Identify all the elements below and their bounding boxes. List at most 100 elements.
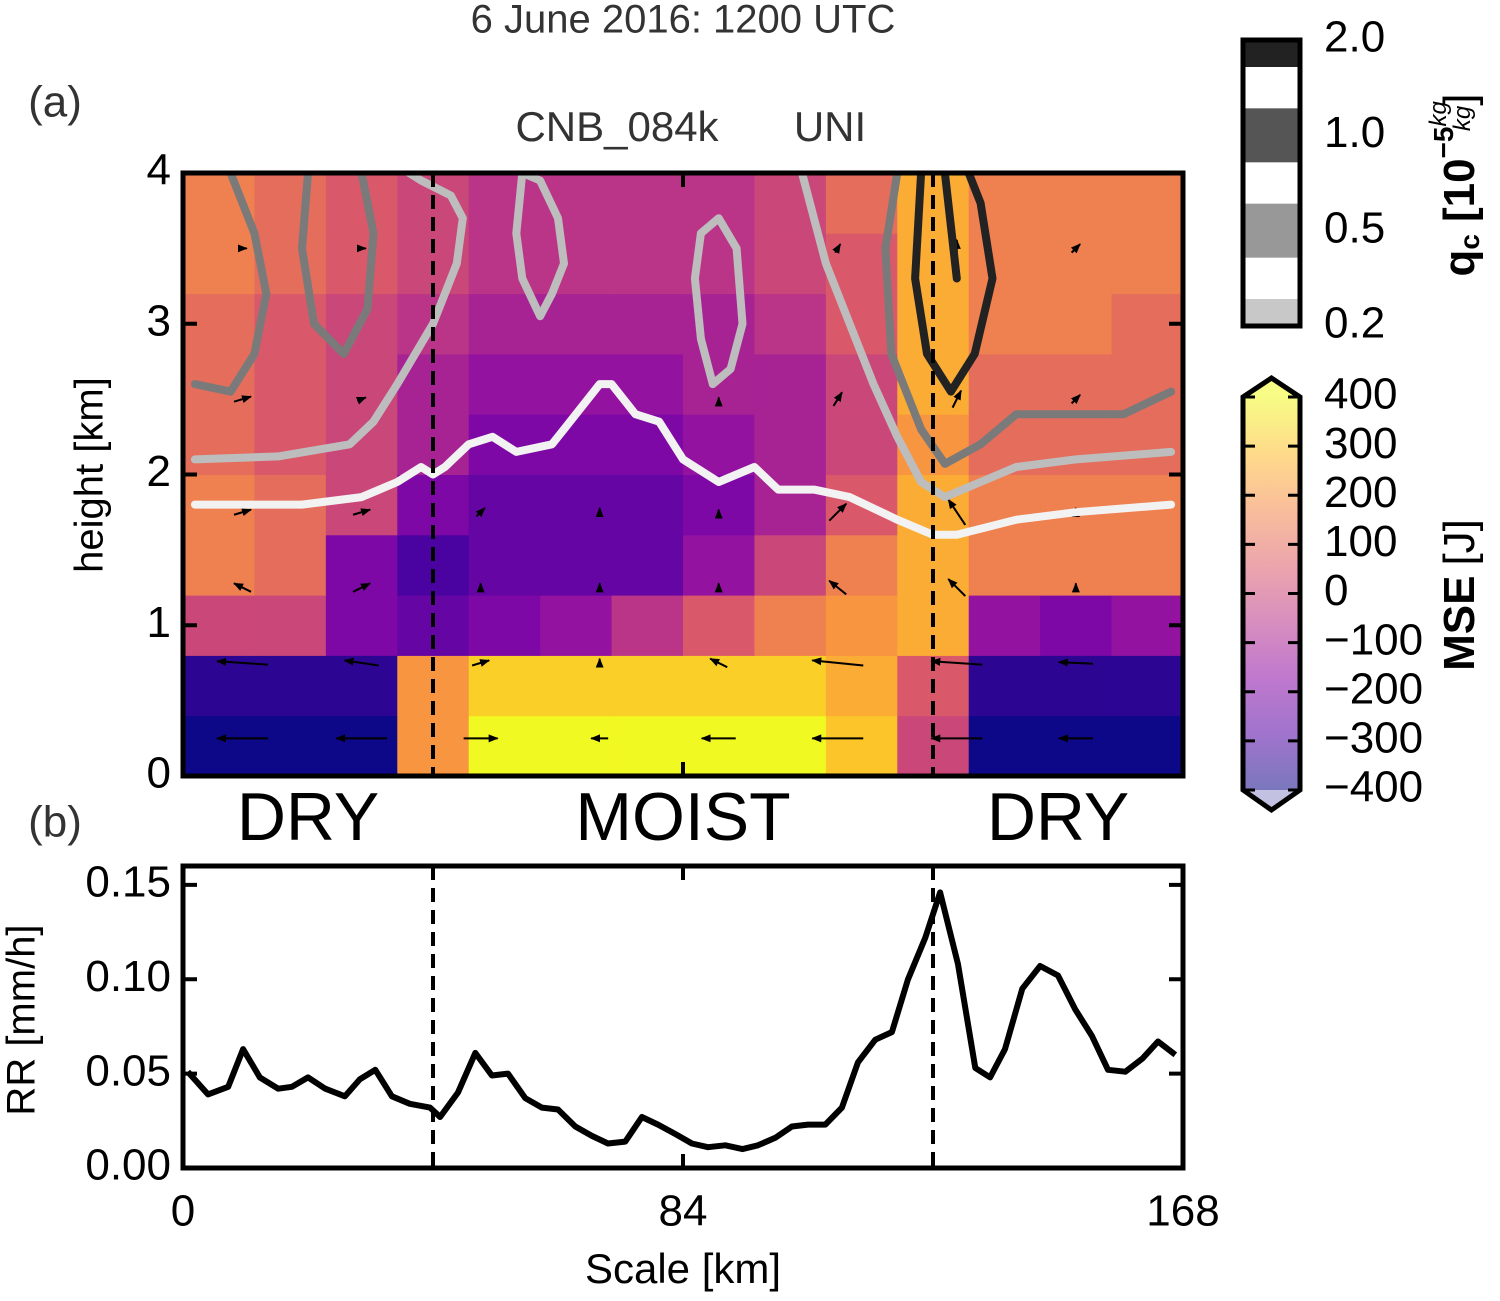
heatmap-cell (1040, 655, 1113, 717)
heatmap-cell (968, 595, 1041, 656)
wind-arrow (233, 395, 252, 403)
wind-arrow (709, 657, 728, 669)
heatmap-cell (683, 595, 755, 656)
heatmap-cell (754, 293, 827, 355)
label-part: kg (1449, 105, 1476, 131)
colorbar-tick-label: 0 (1324, 566, 1348, 615)
label-part: kg (1425, 100, 1452, 126)
heatmap-cell (183, 655, 255, 717)
data-line (185, 889, 1178, 1153)
colorbar-tick-label: 0.5 (1324, 203, 1385, 252)
heatmap-cell (183, 414, 255, 475)
panel-label: (b) (28, 798, 82, 847)
heatmap-cell (968, 715, 1041, 776)
heatmap-cell (1040, 474, 1113, 536)
heatmap-cell (254, 655, 327, 717)
wind-arrow (930, 657, 983, 666)
colorbar-extension (1243, 378, 1300, 397)
heatmap-cell (1111, 655, 1183, 717)
label-part: MSE (1435, 576, 1484, 671)
heatmap-cell (468, 293, 541, 355)
heatmap-cell (468, 655, 541, 717)
wind-arrow (475, 507, 486, 518)
colorbar-bg (1243, 40, 1300, 326)
colorbar-label: qc [10−5kgkg] (1425, 94, 1485, 277)
heatmap-cell (754, 715, 827, 776)
colorbar-band (1243, 299, 1300, 326)
heatmap-cell (183, 233, 255, 295)
label-part: ] (1435, 94, 1484, 106)
heatmap-cell (1111, 233, 1183, 295)
wind-arrow (828, 502, 847, 522)
heatmap-cell (183, 534, 255, 596)
colorbar-tick-label: 0.2 (1324, 299, 1385, 348)
wind-arrow (1057, 658, 1093, 667)
heatmap-cell (1040, 353, 1113, 415)
heatmap-cell (683, 715, 755, 776)
heatmap-cell (540, 595, 613, 656)
y-axis-label: RR [mm/h] (0, 924, 44, 1115)
x-tick-label: 168 (1146, 1187, 1219, 1236)
wind-arrow (352, 508, 372, 517)
heatmap-cell (325, 233, 398, 295)
x-tick-label: 0 (171, 1187, 195, 1236)
heatmap-cell (540, 534, 613, 596)
colorbar-label: MSE [J] (1435, 519, 1484, 671)
region-label: MOIST (575, 779, 790, 855)
colorbar-band (1243, 40, 1300, 67)
heatmap-cell (468, 715, 541, 776)
wind-arrow (1070, 243, 1081, 254)
heatmap-cell (611, 353, 684, 415)
panel-subtitle: UNI (794, 103, 866, 150)
wind-arrow (811, 657, 864, 667)
colorbar-tick-label: −100 (1324, 615, 1423, 664)
heatmap-cell (754, 474, 827, 536)
heatmap-cell (968, 655, 1041, 717)
heatmap-cell (1111, 173, 1183, 234)
heatmap-cell (1111, 534, 1183, 596)
heatmap-cell (468, 353, 541, 415)
y-tick-label: 1 (147, 598, 171, 647)
heatmap-cell (611, 233, 684, 295)
heatmap-cell (468, 595, 541, 656)
x-axis-label: Scale [km] (585, 1245, 781, 1292)
heatmap-cell (1040, 715, 1113, 776)
colorbar-frame (1240, 37, 1303, 329)
heatmap-cell (683, 655, 755, 717)
heatmap-cell (968, 534, 1041, 596)
heatmap-cell (754, 595, 827, 656)
heatmap-cell (611, 595, 684, 656)
colorbar-band (1243, 108, 1300, 163)
heatmap-cell (1111, 715, 1183, 776)
heatmap-cell (825, 715, 898, 776)
wind-arrow (832, 391, 843, 407)
colorbar-tick-label: −200 (1324, 664, 1423, 713)
heatmap-cell (325, 715, 398, 776)
heatmap-cell (468, 233, 541, 295)
wind-arrow (828, 579, 847, 596)
heatmap-cell (325, 595, 398, 656)
y-tick-label: 0.00 (85, 1141, 171, 1190)
heatmap-cell (468, 173, 541, 234)
wind-arrow (947, 578, 967, 597)
wind-arrow (471, 659, 491, 667)
colorbar-extension (1243, 790, 1300, 810)
heatmap-cell (254, 595, 327, 656)
heatmap-cell (397, 534, 470, 596)
heatmap-cell (468, 534, 541, 596)
heatmap-cell (754, 233, 827, 295)
heatmap-cell (754, 414, 827, 475)
colorbar-tick-label: −400 (1324, 763, 1423, 812)
panel-label: (a) (28, 78, 82, 127)
colorbar-tick-label: −300 (1324, 714, 1423, 763)
wind-arrow (352, 582, 371, 593)
region-label: DRY (987, 779, 1129, 855)
heatmap-cell (683, 353, 755, 415)
label-part: [J] (1435, 519, 1484, 565)
panel-title: CNB_084k (515, 103, 719, 150)
y-tick-label: 0.05 (85, 1046, 171, 1095)
heatmap-cell (1040, 595, 1113, 656)
contour-line (911, 173, 997, 396)
heatmap-cell (254, 534, 327, 596)
